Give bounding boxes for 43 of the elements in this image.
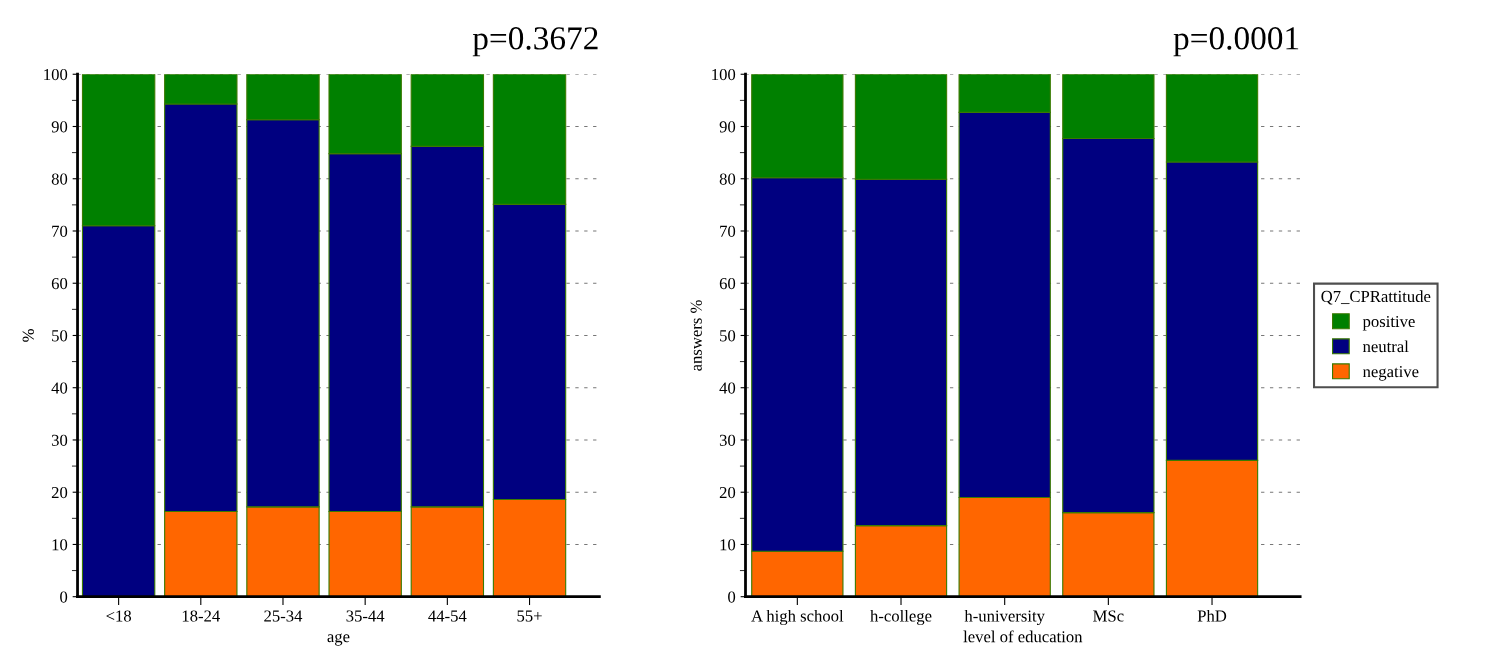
y-axis-title: answers % [690, 300, 702, 371]
y-tick-label: 90 [51, 121, 68, 133]
x-tick-label: 55+ [517, 610, 542, 622]
x-tick-label: MSc [1093, 610, 1124, 622]
y-tick-label: 30 [719, 434, 736, 446]
y-tick-label: 40 [719, 382, 736, 394]
x-tick-label: 44-54 [428, 610, 467, 622]
y-tick-label: 80 [719, 173, 736, 185]
y-tick-label: 80 [51, 173, 68, 185]
y-tick-label: 20 [719, 486, 736, 499]
y-tick-label: 10 [52, 539, 68, 551]
legend-label: positive [1362, 315, 1415, 331]
y-tick-label: 60 [719, 277, 736, 290]
x-tick-label: h-college [870, 609, 932, 626]
y-tick-label: 50 [720, 330, 736, 342]
x-tick-label: 35-44 [346, 610, 385, 622]
chart-title: p=0.0001 [1173, 27, 1299, 57]
x-tick-label: <18 [106, 610, 132, 622]
x-tick-label: 25-34 [264, 610, 303, 622]
y-tick-label: 70 [720, 225, 736, 237]
legend-label: neutral [1362, 340, 1409, 353]
x-tick-label: h-university [964, 609, 1045, 626]
y-tick-label: 10 [720, 539, 736, 551]
y-tick-label: 100 [712, 68, 736, 81]
y-tick-label: 70 [52, 225, 68, 237]
y-tick-label: 40 [51, 382, 68, 394]
legend-label: negative [1362, 366, 1419, 381]
x-tick-label: PhD [1197, 609, 1227, 622]
legend-title: Q7_CPRattitude [1321, 290, 1431, 305]
x-tick-label: A high school [751, 609, 844, 626]
y-tick-label: 20 [51, 486, 68, 499]
y-tick-label: 60 [51, 277, 68, 290]
y-tick-label: 50 [52, 330, 68, 342]
chart-title: p=0.3672 [472, 27, 598, 57]
x-axis-title: age [327, 633, 350, 646]
y-tick-label: 100 [44, 68, 68, 81]
y-tick-label: 0 [728, 591, 736, 603]
x-tick-label: 18-24 [182, 610, 220, 622]
y-axis-title: % [22, 329, 34, 342]
y-tick-label: 0 [60, 591, 68, 603]
y-tick-label: 30 [51, 434, 68, 446]
y-tick-label: 90 [719, 121, 736, 133]
x-axis-title: level of education [963, 630, 1083, 643]
